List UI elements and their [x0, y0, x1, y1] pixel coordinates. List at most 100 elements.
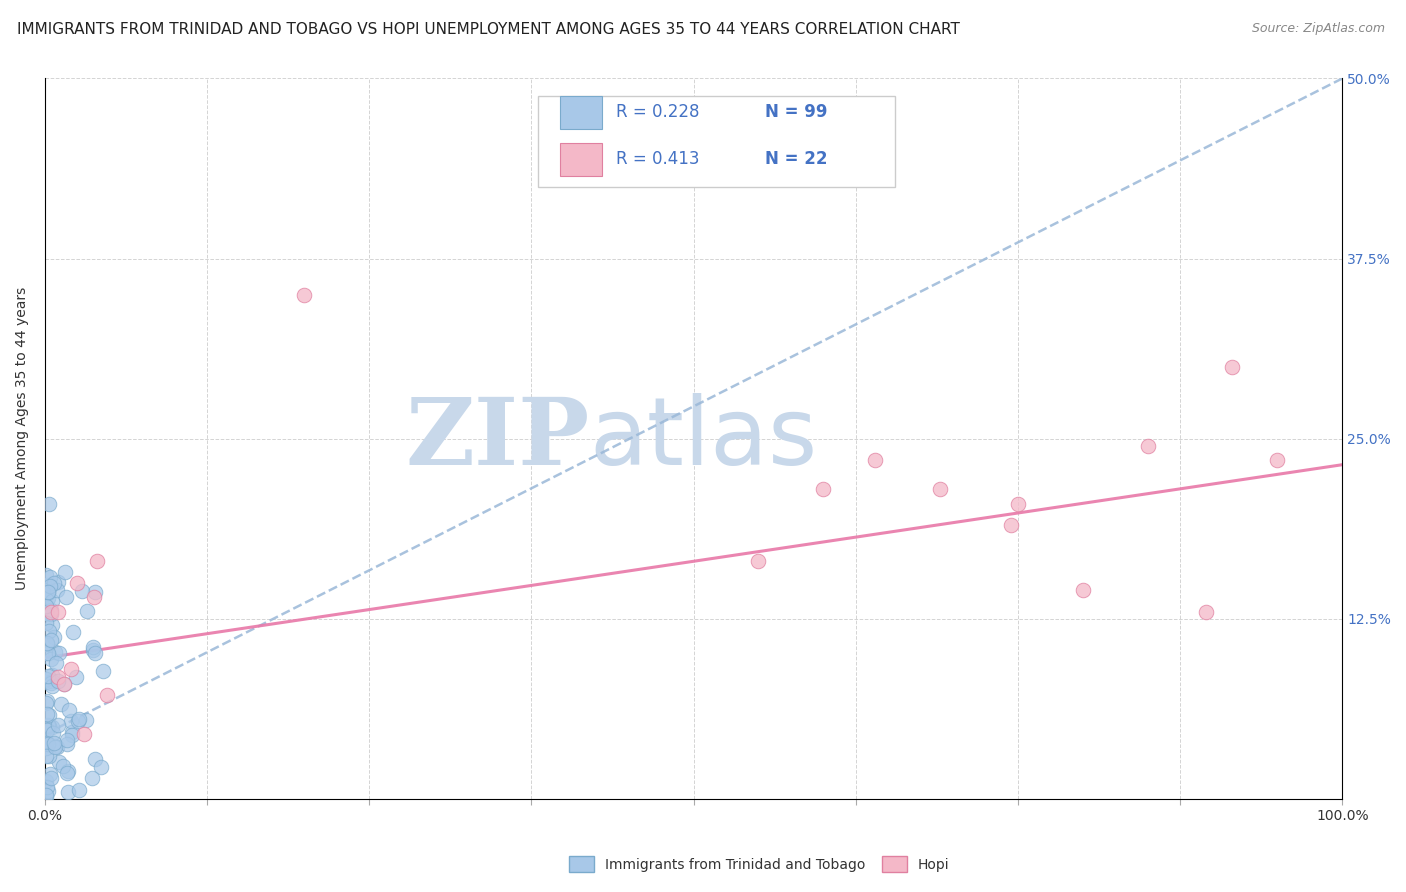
Point: [91, 664, 114, 678]
Point: [46, 673, 69, 688]
Point: [46, 739, 69, 754]
Point: [55, 590, 77, 604]
Point: [82, 640, 104, 654]
Point: [34, 749, 56, 764]
Point: [37, 717, 59, 731]
Point: [60, 728, 83, 742]
Point: [45, 582, 67, 597]
Point: [41, 605, 63, 619]
Point: [1071, 583, 1094, 598]
Point: [39, 570, 62, 584]
Legend: Immigrants from Trinidad and Tobago, Hopi: Immigrants from Trinidad and Tobago, Hop…: [564, 851, 955, 878]
Point: [41, 593, 63, 607]
Point: [51, 758, 73, 772]
Point: [37, 707, 59, 722]
Point: [35, 646, 58, 660]
Point: [35, 637, 58, 651]
Point: [75, 714, 97, 728]
Point: [44, 645, 66, 659]
Point: [35, 606, 58, 620]
Point: [35, 674, 58, 689]
Point: [56, 732, 79, 747]
Text: N = 22: N = 22: [765, 150, 828, 169]
Point: [1000, 518, 1022, 533]
Point: [37, 586, 59, 600]
Point: [37, 591, 59, 606]
Point: [53, 677, 76, 691]
Point: [83, 591, 105, 605]
Point: [66, 575, 89, 590]
Point: [37, 646, 59, 660]
Point: [41, 617, 63, 632]
Point: [60, 725, 83, 739]
Point: [60, 714, 83, 729]
Point: [38, 766, 60, 780]
Point: [1267, 453, 1289, 467]
Point: [62, 624, 84, 639]
Point: [41, 667, 63, 681]
Point: [58, 703, 80, 717]
Point: [37, 668, 59, 682]
Point: [35, 780, 58, 795]
Point: [34, 734, 56, 748]
Point: [1007, 497, 1029, 511]
Point: [1195, 605, 1218, 619]
Point: [41, 679, 63, 693]
Point: [39, 579, 62, 593]
Text: IMMIGRANTS FROM TRINIDAD AND TOBAGO VS HOPI UNEMPLOYMENT AMONG AGES 35 TO 44 YEA: IMMIGRANTS FROM TRINIDAD AND TOBAGO VS H…: [17, 22, 960, 37]
Point: [39, 651, 62, 665]
Point: [37, 723, 59, 737]
Point: [46, 605, 69, 619]
Point: [44, 739, 66, 754]
Point: [45, 656, 67, 670]
Point: [41, 674, 63, 689]
Point: [86, 554, 108, 568]
Point: [35, 693, 58, 707]
Point: [39, 603, 62, 617]
Point: [34, 616, 56, 631]
Point: [38, 708, 60, 723]
Point: [84, 646, 107, 660]
Point: [747, 554, 769, 568]
Point: [35, 606, 58, 620]
Point: [42, 576, 65, 591]
Point: [34, 740, 56, 755]
Point: [38, 749, 60, 764]
Point: [70, 584, 93, 599]
Point: [34, 774, 56, 789]
Point: [34, 790, 56, 805]
Point: [35, 577, 58, 591]
Point: [35, 673, 58, 687]
Point: [58, 785, 80, 799]
Text: R = 0.413: R = 0.413: [616, 150, 699, 169]
Point: [813, 482, 835, 496]
Point: [35, 582, 58, 597]
Point: [84, 752, 107, 766]
Point: [37, 737, 59, 751]
Point: [1136, 439, 1159, 453]
Text: ZIP: ZIP: [405, 393, 591, 483]
Point: [42, 630, 65, 644]
Point: [73, 727, 96, 741]
Point: [59, 662, 82, 676]
Point: [56, 737, 79, 751]
Text: Source: ZipAtlas.com: Source: ZipAtlas.com: [1251, 22, 1385, 36]
Point: [90, 760, 112, 774]
FancyBboxPatch shape: [538, 96, 894, 186]
Point: [66, 714, 89, 728]
Point: [39, 676, 62, 690]
Point: [35, 568, 58, 582]
Point: [39, 632, 62, 647]
Point: [96, 688, 118, 702]
FancyBboxPatch shape: [560, 95, 602, 129]
Text: atlas: atlas: [591, 392, 818, 484]
Point: [82, 643, 104, 657]
Point: [46, 718, 69, 732]
Point: [69, 712, 91, 726]
Point: [49, 698, 72, 712]
Point: [56, 765, 79, 780]
Point: [44, 739, 66, 754]
Point: [37, 783, 59, 797]
Point: [37, 585, 59, 599]
Point: [38, 624, 60, 639]
